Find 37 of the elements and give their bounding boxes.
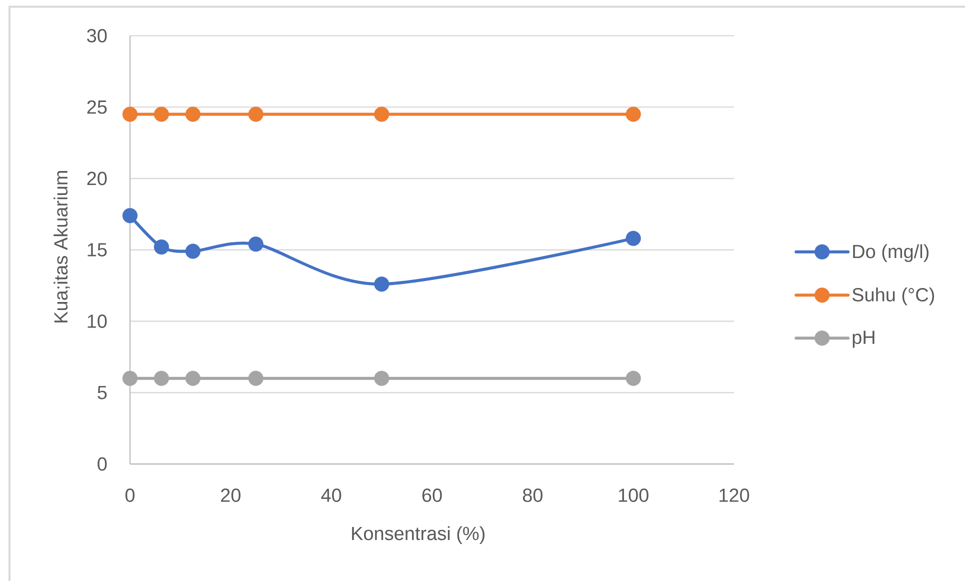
point <box>248 370 264 386</box>
x-tick-label: 100 <box>618 488 648 502</box>
point <box>626 106 641 122</box>
point <box>374 276 390 292</box>
legend-label: Suhu (°C) <box>852 288 934 306</box>
y-tick-label: 25 <box>87 100 107 114</box>
point <box>374 106 390 122</box>
point <box>185 244 200 259</box>
y-tick-label: 15 <box>88 243 107 256</box>
x-tick-label: 20 <box>221 488 240 502</box>
point <box>626 230 641 246</box>
point <box>154 239 170 255</box>
x-tick-label: 0 <box>125 488 135 502</box>
legend-label: Do (mg/l) <box>853 244 928 262</box>
x-tick-label: 60 <box>422 488 442 502</box>
point <box>626 370 641 386</box>
point <box>154 106 170 122</box>
y-axis-title: Kua;itas Akuarium <box>54 171 70 322</box>
point <box>154 370 170 386</box>
point <box>248 236 264 252</box>
legend-label: pH <box>852 330 874 348</box>
x-tick-label: 40 <box>321 488 342 502</box>
y-tick-label: 20 <box>87 172 107 186</box>
y-tick-label: 30 <box>87 28 107 42</box>
point <box>122 370 138 386</box>
x-tick-label: 80 <box>522 488 542 502</box>
x-tick-label: 120 <box>720 488 750 502</box>
x-axis-title: Konsentrasi (%) <box>352 526 484 544</box>
y-tick-label: 5 <box>98 386 107 400</box>
point <box>248 106 264 122</box>
point <box>374 370 390 386</box>
point <box>122 208 138 224</box>
point <box>122 106 138 122</box>
y-tick-label: 10 <box>88 314 107 328</box>
y-tick-label: 0 <box>98 457 107 471</box>
point <box>185 370 200 386</box>
point <box>185 106 200 122</box>
